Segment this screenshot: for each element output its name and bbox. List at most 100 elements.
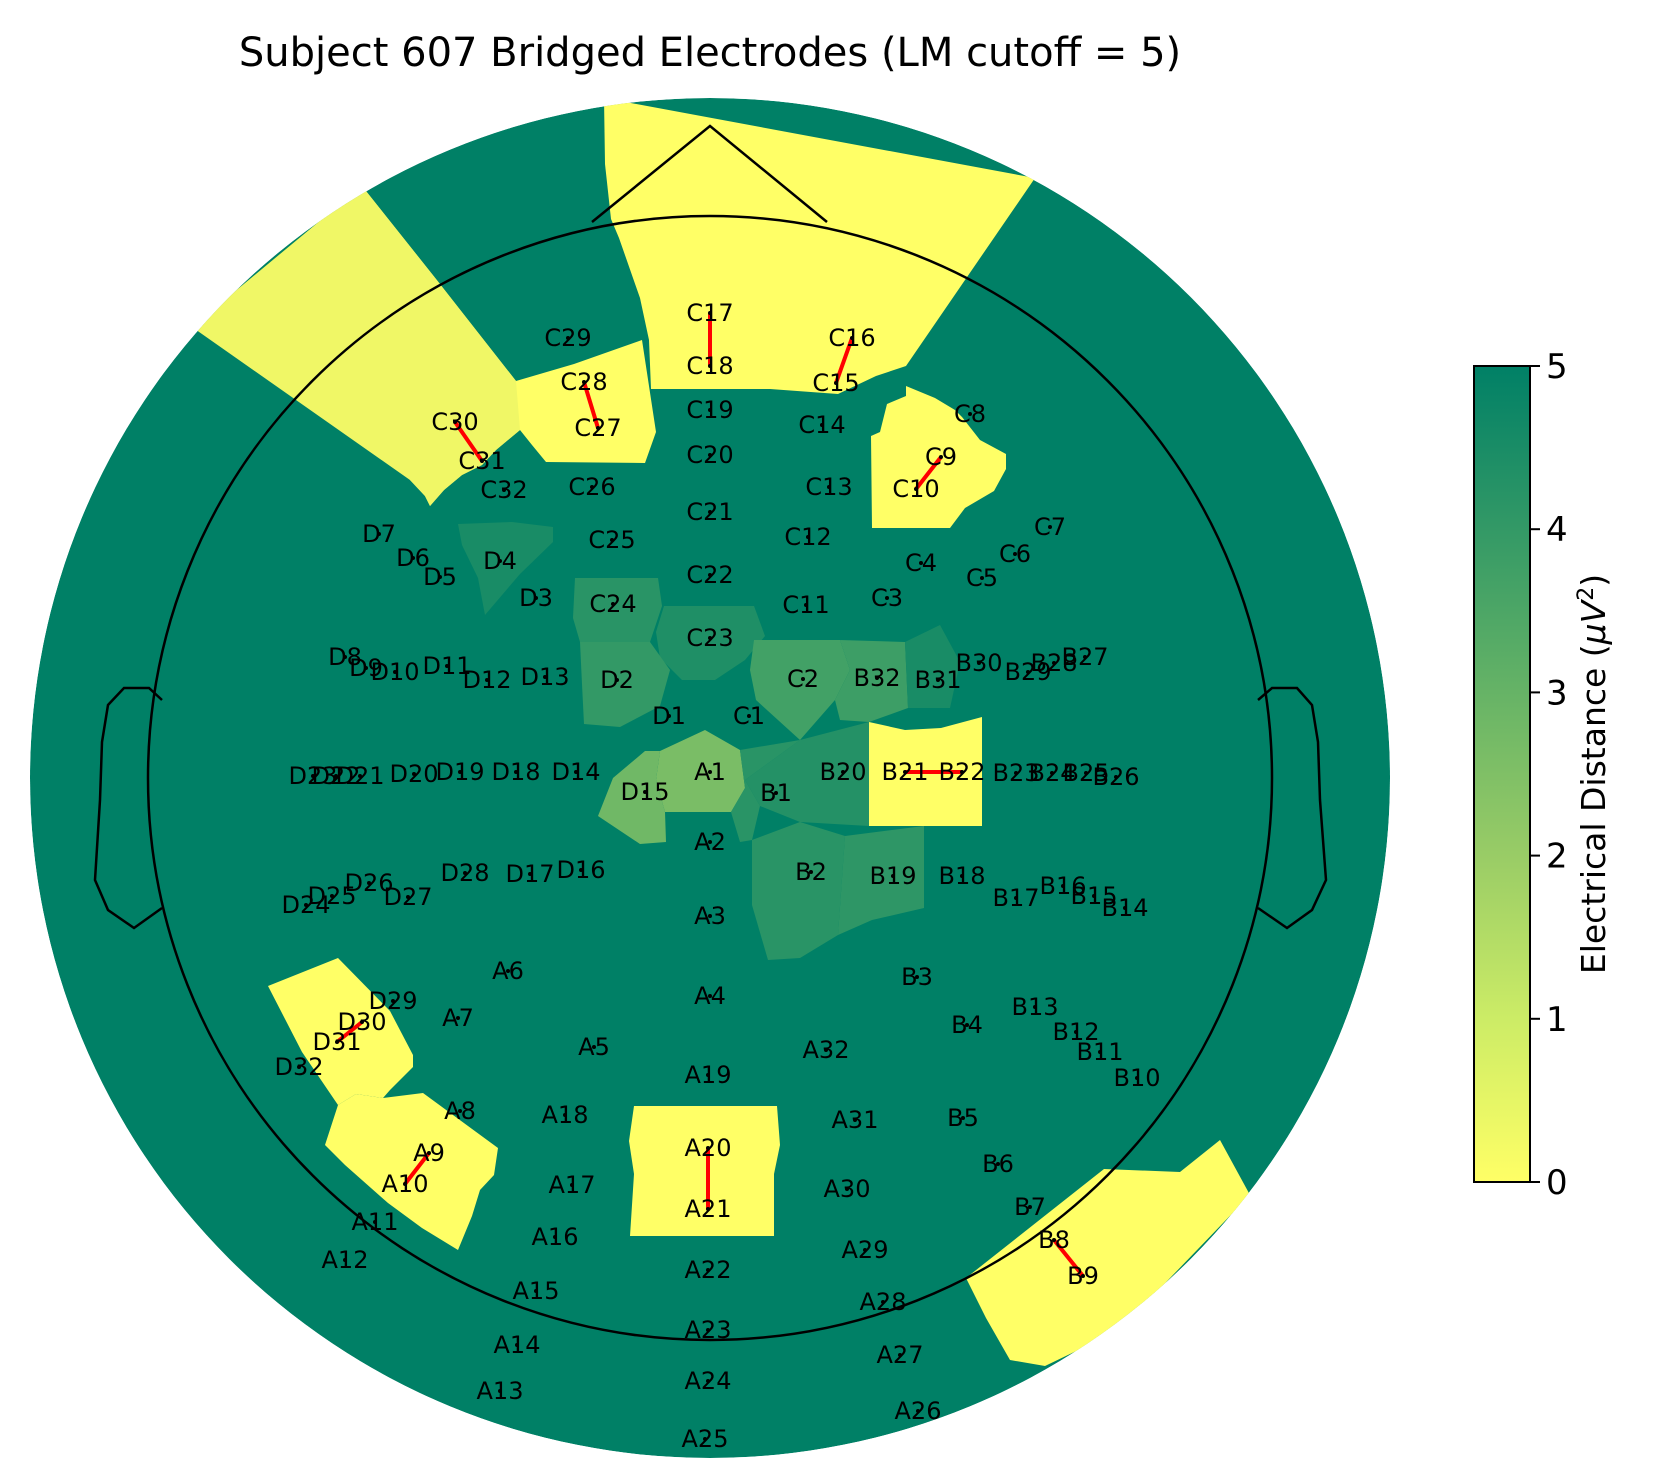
electrode-label-c29: C29 [544, 324, 591, 352]
electrode-label-d19: D19 [435, 758, 484, 786]
electrode-dot-b27 [1083, 655, 1087, 659]
electrode-dot-a30 [845, 1187, 849, 1191]
electrode-label-b19: B19 [869, 862, 916, 890]
electrode-dot-d23 [311, 774, 315, 778]
electrode-dot-c14 [820, 423, 824, 427]
electrode-label-c14: C14 [798, 411, 845, 439]
bridge-b8-b9 [1052, 1238, 1085, 1278]
bridge-c16-c15 [834, 337, 854, 384]
electrode-dot-d20 [412, 772, 416, 776]
electrode-label-d22: D22 [311, 762, 360, 790]
electrode-dot-a12 [343, 1258, 347, 1262]
electrode-dot-c9 [939, 455, 943, 459]
electrode-label-a12: A12 [322, 1246, 369, 1274]
electrode-labels: C17 C18 C19 C20 C21 C22 C23 C29 C28 C27 C26 C25 C24 C… [274, 299, 1160, 1453]
electrode-dot-d17 [528, 872, 532, 876]
electrode-dot-b31 [936, 678, 940, 682]
electrode-dot-b25 [1084, 771, 1088, 775]
electrode-dot-a3 [708, 914, 712, 918]
electrode-label-c26: C26 [568, 473, 615, 501]
electrode-label-b15: B15 [1070, 882, 1117, 910]
electrode-label-c8: C8 [954, 400, 986, 428]
electrode-dot-d12 [485, 678, 489, 682]
electrode-dot-b3 [915, 975, 919, 979]
electrode-dot-c10 [914, 487, 918, 491]
electrode-dot-c27 [596, 426, 600, 430]
bridge-d30-d31 [335, 1020, 364, 1044]
value-patch-b2 [752, 822, 845, 960]
electrode-dot-a26 [916, 1409, 920, 1413]
electrode-label-a26: A26 [895, 1397, 942, 1425]
electrode-label-b18: B18 [938, 862, 985, 890]
value-patch-c2 [750, 640, 850, 740]
electrode-dot-d30 [360, 1020, 364, 1024]
electrode-dot-a31 [853, 1118, 857, 1122]
head-circle [146, 214, 1274, 1342]
nose [591, 124, 828, 223]
electrode-label-a23: A23 [685, 1316, 732, 1344]
value-patch-a1 [656, 730, 745, 812]
electrode-label-d26: D26 [344, 869, 393, 897]
electrode-dot-a17 [570, 1183, 574, 1187]
value-patch-c24 [573, 578, 662, 642]
electrode-dot-c13 [827, 485, 831, 489]
electrode-label-a27: A27 [877, 1341, 924, 1369]
right-ear [1257, 686, 1328, 930]
electrode-dot-a19 [706, 1073, 710, 1077]
electrode-label-c18: C18 [686, 352, 733, 380]
electrode-label-d32: D32 [274, 1053, 323, 1081]
electrode-label-b14: B14 [1101, 894, 1148, 922]
electrode-dot-b18 [960, 874, 964, 878]
electrode-dot-a32 [824, 1048, 828, 1052]
electrode-dot-d31 [335, 1040, 339, 1044]
value-patch-d15 [598, 751, 666, 844]
electrode-dot-d3 [534, 596, 538, 600]
electrode-label-d5: D5 [423, 563, 457, 591]
bridge-c28-c27 [582, 381, 600, 429]
electrode-dot-c20 [708, 453, 712, 457]
electrode-label-d25: D25 [307, 882, 356, 910]
electrode-dot-a29 [863, 1248, 867, 1252]
electrode-dot-d10 [393, 670, 397, 674]
electrode-label-d24: D24 [281, 891, 330, 919]
electrode-dot-b4 [965, 1023, 969, 1027]
electrode-label-c22: C22 [686, 561, 733, 589]
electrode-label-a30: A30 [824, 1175, 871, 1203]
electrode-dot-c25 [610, 538, 614, 542]
electrode-dot-a24 [706, 1379, 710, 1383]
electrode-label-a11: A11 [352, 1208, 399, 1236]
electrode-dot-d2 [615, 678, 619, 682]
colorbar-tick-label-2: 2 [1546, 837, 1568, 877]
electrode-dot-d16 [579, 868, 583, 872]
electrode-label-b7: B7 [1014, 1193, 1046, 1221]
electrode-label-d11: D11 [422, 652, 471, 680]
value-patch-d2 [580, 642, 670, 727]
electrode-label-b1: B1 [760, 779, 792, 807]
electrode-label-b3: B3 [901, 963, 933, 991]
electrode-label-a9: A9 [413, 1139, 445, 1167]
bridge-c30-c31 [453, 420, 484, 463]
electrode-label-d30: D30 [337, 1008, 386, 1036]
electrode-label-d8: D8 [328, 643, 362, 671]
electrode-dot-b8 [1052, 1238, 1056, 1242]
electrode-label-d29: D29 [368, 987, 417, 1015]
electrode-dot-b32 [875, 676, 879, 680]
electrode-label-a16: A16 [532, 1223, 579, 1251]
electrode-label-c2: C2 [787, 665, 819, 693]
electrode-label-c30: C30 [431, 408, 478, 436]
electrode-dot-c2 [801, 677, 805, 681]
electrode-dot-b19 [891, 874, 895, 878]
electrode-dot-b5 [961, 1116, 965, 1120]
electrode-label-d1: D1 [652, 702, 686, 730]
electrode-dot-c21 [708, 510, 712, 514]
electrode-dot-c8 [968, 412, 972, 416]
electrode-dot-c16 [850, 336, 854, 340]
electrode-dot-d7 [377, 532, 381, 536]
electrode-dot-d15 [643, 790, 647, 794]
electrode-label-a29: A29 [842, 1236, 889, 1264]
electrode-label-c28: C28 [560, 368, 607, 396]
electrode-label-c25: C25 [588, 526, 635, 554]
electrode-label-b8: B8 [1038, 1226, 1070, 1254]
electrode-label-d3: D3 [519, 584, 553, 612]
electrode-dot-d26 [367, 881, 371, 885]
